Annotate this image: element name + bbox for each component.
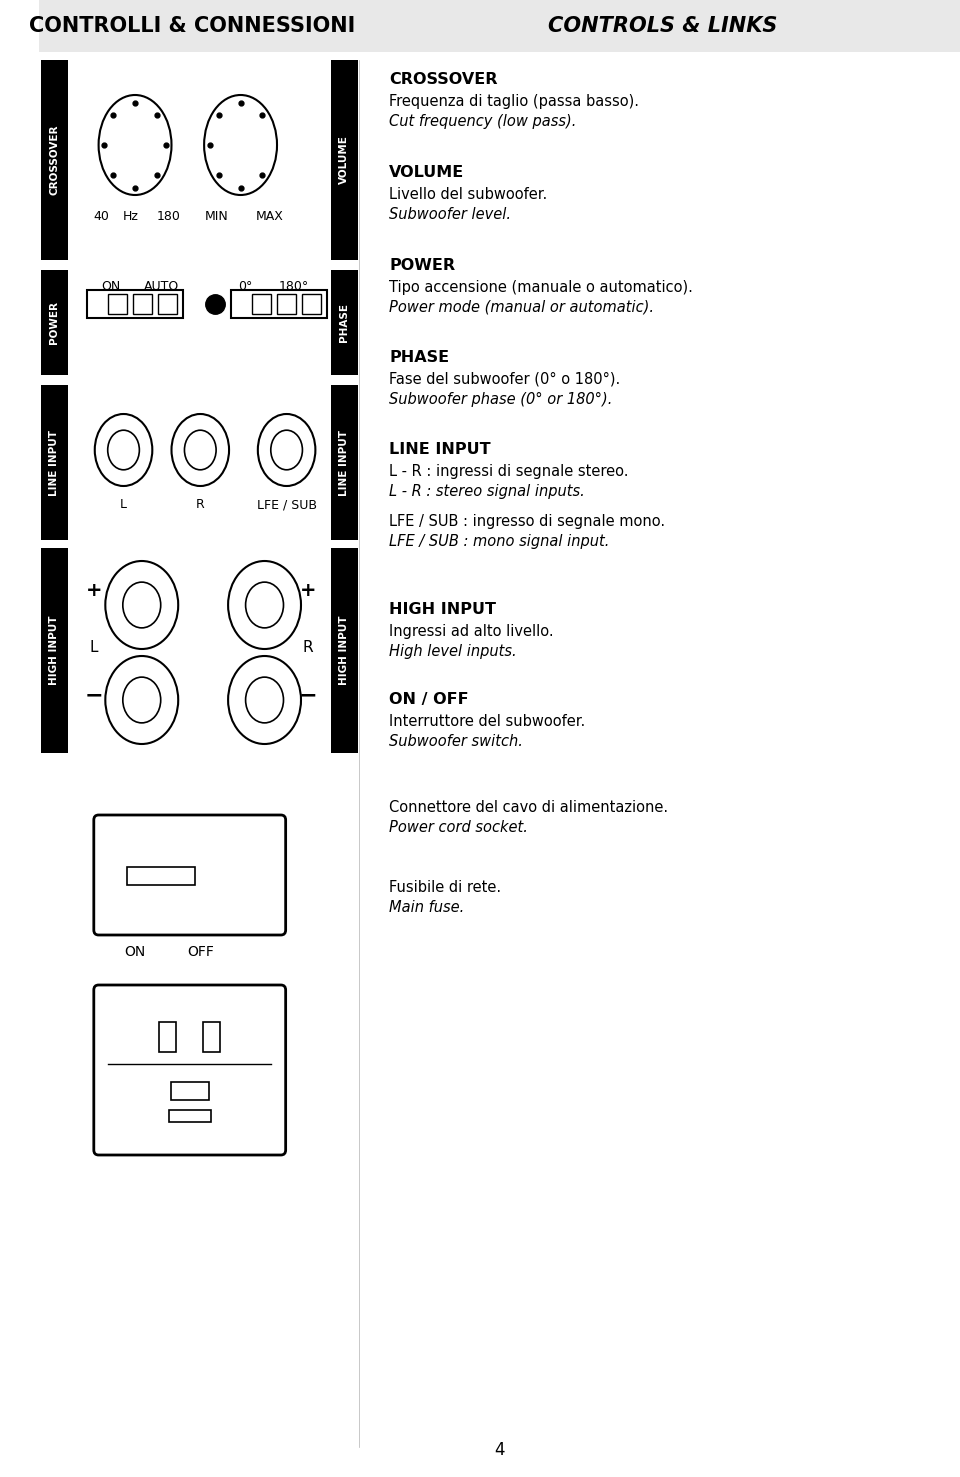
Bar [158, 294, 178, 315]
Text: LFE / SUB: LFE / SUB [256, 498, 317, 511]
Text: MAX: MAX [255, 210, 283, 223]
Text: 180: 180 [156, 210, 180, 223]
Text: Subwoofer switch.: Subwoofer switch. [389, 734, 523, 749]
Text: Cut frequency (low pass).: Cut frequency (low pass). [389, 114, 577, 128]
Text: High level inputs.: High level inputs. [389, 644, 516, 659]
Text: Tipo accensione (manuale o automatico).: Tipo accensione (manuale o automatico). [389, 281, 693, 295]
Bar [87, 289, 183, 318]
Bar [41, 385, 68, 541]
Text: CROSSOVER: CROSSOVER [389, 72, 497, 87]
Text: Connettore del cavo di alimentazione.: Connettore del cavo di alimentazione. [389, 801, 668, 815]
Text: Main fuse.: Main fuse. [389, 899, 465, 914]
Text: HIGH INPUT: HIGH INPUT [389, 603, 496, 617]
Text: POWER: POWER [50, 301, 60, 344]
Text: Hz: Hz [122, 210, 138, 223]
Text: Fase del subwoofer (0° o 180°).: Fase del subwoofer (0° o 180°). [389, 372, 620, 387]
Bar [159, 1022, 177, 1052]
Text: OFF: OFF [187, 945, 214, 959]
Text: VOLUME: VOLUME [389, 165, 465, 180]
Text: 180°: 180° [278, 281, 308, 292]
Bar [204, 1022, 221, 1052]
Bar [41, 61, 68, 260]
Text: −: − [299, 685, 317, 705]
Text: Fusibile di rete.: Fusibile di rete. [389, 880, 501, 895]
Text: 40: 40 [93, 210, 109, 223]
Text: +: + [300, 580, 316, 600]
Bar [331, 270, 357, 375]
Bar [252, 294, 272, 315]
Text: HIGH INPUT: HIGH INPUT [339, 616, 349, 685]
Text: AUTO: AUTO [144, 281, 180, 292]
Text: LFE / SUB : mono signal input.: LFE / SUB : mono signal input. [389, 535, 610, 549]
Text: PHASE: PHASE [389, 350, 449, 365]
Text: ON: ON [102, 281, 121, 292]
Bar [41, 548, 68, 753]
Text: Ingressi ad alto livello.: Ingressi ad alto livello. [389, 623, 554, 640]
Text: VOLUME: VOLUME [339, 136, 349, 185]
Bar [331, 548, 357, 753]
Text: Subwoofer level.: Subwoofer level. [389, 207, 512, 222]
Text: L - R : stereo signal inputs.: L - R : stereo signal inputs. [389, 484, 585, 499]
Bar [171, 1083, 209, 1100]
Text: MIN: MIN [204, 210, 228, 223]
Bar [331, 385, 357, 541]
Text: L - R : ingressi di segnale stereo.: L - R : ingressi di segnale stereo. [389, 464, 629, 479]
Text: R: R [196, 498, 204, 511]
Text: LINE INPUT: LINE INPUT [389, 442, 491, 456]
Text: HIGH INPUT: HIGH INPUT [50, 616, 60, 685]
Bar [277, 294, 297, 315]
Text: Power cord socket.: Power cord socket. [389, 820, 528, 835]
Text: CROSSOVER: CROSSOVER [50, 124, 60, 195]
Text: LFE / SUB : ingresso di segnale mono.: LFE / SUB : ingresso di segnale mono. [389, 514, 665, 529]
Text: Livello del subwoofer.: Livello del subwoofer. [389, 188, 547, 202]
Bar [331, 61, 357, 260]
Bar [41, 270, 68, 375]
Text: ON / OFF: ON / OFF [389, 693, 468, 707]
Text: CONTROLLI & CONNESSIONI: CONTROLLI & CONNESSIONI [30, 16, 356, 35]
Text: PHASE: PHASE [339, 303, 349, 343]
Text: 0°: 0° [238, 281, 252, 292]
Text: Power mode (manual or automatic).: Power mode (manual or automatic). [389, 300, 655, 315]
Text: Frequenza di taglio (passa basso).: Frequenza di taglio (passa basso). [389, 95, 639, 109]
Bar [128, 867, 195, 885]
Text: POWER: POWER [389, 258, 455, 273]
Text: Interruttore del subwoofer.: Interruttore del subwoofer. [389, 713, 586, 730]
Text: 4: 4 [494, 1442, 505, 1459]
Text: LINE INPUT: LINE INPUT [339, 430, 349, 495]
Text: −: − [84, 685, 103, 705]
Text: R: R [302, 641, 313, 656]
Text: Subwoofer phase (0° or 180°).: Subwoofer phase (0° or 180°). [389, 391, 612, 408]
Text: L: L [120, 498, 127, 511]
Bar [169, 1111, 211, 1123]
Text: ON: ON [125, 945, 146, 959]
Text: CONTROLS & LINKS: CONTROLS & LINKS [548, 16, 778, 35]
Text: L: L [89, 641, 98, 656]
Text: LINE INPUT: LINE INPUT [50, 430, 60, 495]
Bar [133, 294, 153, 315]
Bar [231, 289, 327, 318]
Text: +: + [85, 580, 102, 600]
Bar [39, 0, 960, 52]
Bar [302, 294, 322, 315]
Bar [108, 294, 128, 315]
